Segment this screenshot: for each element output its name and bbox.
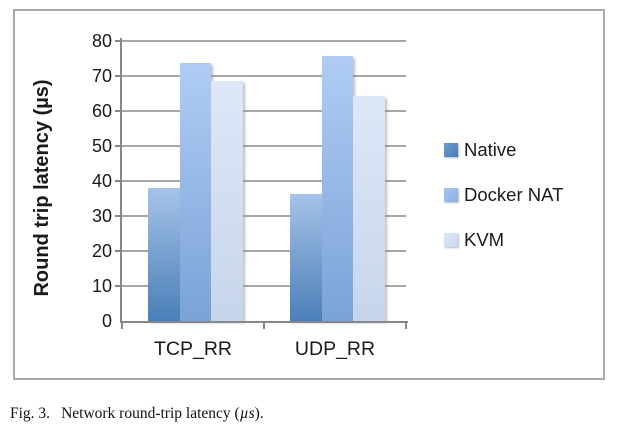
legend-label-kvm: KVM <box>464 229 505 250</box>
y-tick-label: 0 <box>101 311 112 331</box>
x-axis-tick <box>263 323 265 329</box>
y-axis-tick <box>115 285 122 287</box>
y-tick-label: 60 <box>91 101 112 121</box>
gridline <box>122 75 406 77</box>
caption-unit: µs <box>239 405 255 422</box>
legend-swatch-native <box>444 143 458 157</box>
y-tick-label: 70 <box>91 66 112 86</box>
y-axis-tick <box>115 180 122 182</box>
y-tick-label: 40 <box>91 171 112 191</box>
legend-label-native: Native <box>464 139 517 160</box>
gridline <box>122 285 406 287</box>
bar-docker-nat-tcp-rr <box>179 63 212 321</box>
y-tick-label: 30 <box>91 206 112 226</box>
figure-caption: Fig. 3. Network round-trip latency (µs). <box>10 405 264 423</box>
x-tick-label-tcp-rr: TCP_RR <box>153 338 232 360</box>
gridline <box>122 215 406 217</box>
bar-kvm-udp-rr <box>353 96 385 321</box>
legend-item-kvm: KVM <box>444 229 563 250</box>
gridline <box>122 250 406 252</box>
y-axis-tick <box>115 110 122 112</box>
y-axis-line <box>119 38 122 324</box>
bar-native-tcp-rr <box>148 188 180 321</box>
legend-label-docker-nat: Docker NAT <box>464 184 564 205</box>
y-axis-tick <box>115 250 122 252</box>
y-tick-label: 80 <box>91 31 112 51</box>
bar-kvm-tcp-rr <box>211 81 243 322</box>
legend-swatch-docker-nat <box>444 188 458 202</box>
gridline <box>122 40 406 42</box>
gridline <box>122 110 406 112</box>
bar-native-udp-rr <box>290 193 322 321</box>
x-axis-tick <box>121 323 123 329</box>
caption-figure-label: Fig. 3. <box>10 405 51 422</box>
legend-item-native: Native <box>444 139 563 160</box>
x-tick-label-udp-rr: UDP_RR <box>294 338 376 360</box>
y-tick-label: 20 <box>91 241 112 261</box>
y-axis-tick <box>115 145 122 147</box>
legend-item-docker-nat: Docker NAT <box>444 184 564 205</box>
caption-text: Network round-trip latency ( <box>61 405 240 422</box>
y-axis-tick <box>115 75 122 77</box>
x-axis-line <box>119 320 408 323</box>
gridline <box>122 145 406 147</box>
legend-swatch-kvm <box>444 233 458 247</box>
legend: Native Docker NAT KVM <box>444 139 564 275</box>
bar-docker-nat-udp-rr <box>321 56 354 321</box>
y-tick-label: 50 <box>91 136 112 156</box>
y-tick-label: 10 <box>91 276 112 296</box>
gridline <box>122 180 406 182</box>
y-axis-tick <box>115 215 122 217</box>
x-axis-tick <box>405 323 407 329</box>
caption-close: ). <box>254 405 264 422</box>
y-axis-title: Round trip latency (µs) <box>31 79 53 297</box>
y-axis-tick <box>115 40 122 42</box>
